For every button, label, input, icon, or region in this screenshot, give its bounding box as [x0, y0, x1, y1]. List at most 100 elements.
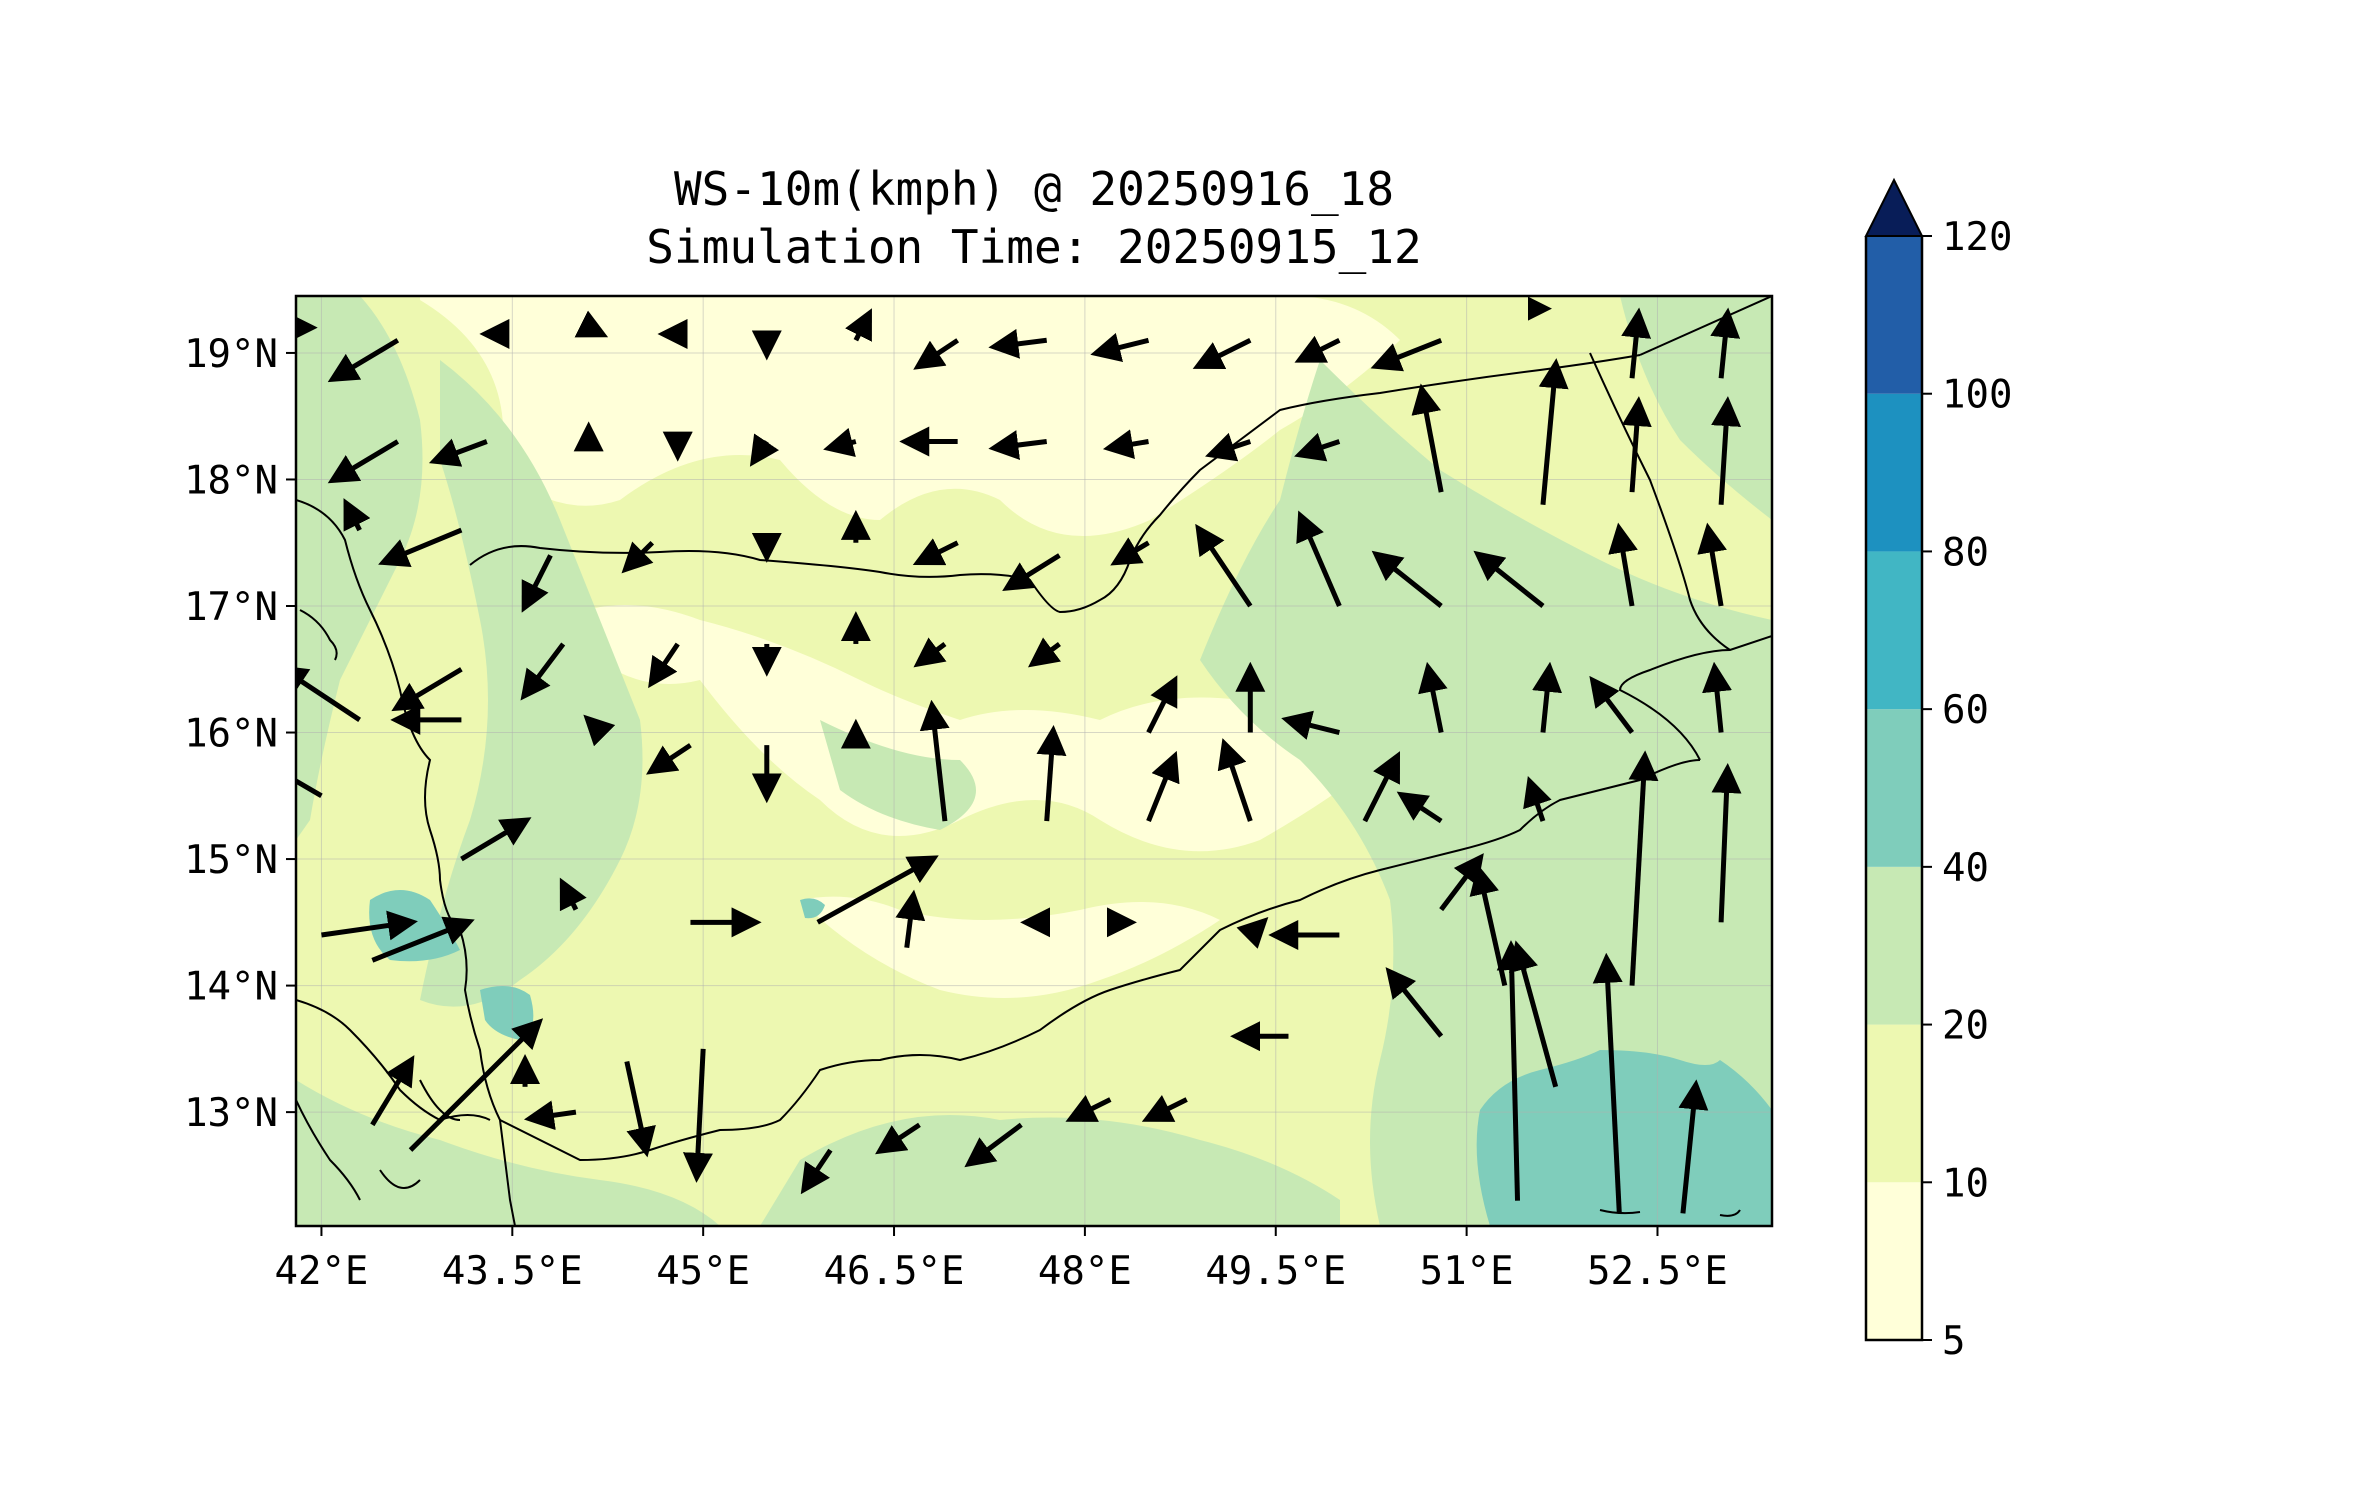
wind-arrow: [428, 438, 488, 467]
wind-arrow: [1678, 1079, 1709, 1214]
wind-arrow: [520, 642, 566, 701]
wind-arrow: [327, 439, 400, 484]
wind-arrow: [391, 667, 463, 712]
wind-arrow: [1217, 738, 1253, 822]
wind-arrow: [648, 642, 680, 689]
colorbar-segment: [1866, 709, 1922, 867]
wind-arrow: [1496, 940, 1527, 1201]
wind-arrow: [1195, 523, 1253, 608]
colorbar-frame: [1864, 236, 1924, 1342]
coastline-oman: [1618, 635, 1772, 761]
wind-arrow: [1192, 338, 1252, 370]
colorbar-tick-label: 20: [1942, 1004, 1989, 1049]
wind-arrow: [1523, 776, 1552, 822]
field-region-20-40: [296, 296, 423, 840]
coastline-gulf-of-aden: [499, 759, 1701, 1162]
wind-arrow: [1509, 940, 1559, 1088]
wind-arrow: [1711, 396, 1742, 505]
colorbar-segment: [1866, 393, 1922, 552]
wind-arrow: [919, 699, 950, 822]
wind-arrow: [1371, 550, 1443, 608]
wind-arrow: [621, 540, 655, 574]
wind-arrow: [1621, 396, 1652, 493]
wind-arrow: [1090, 332, 1150, 363]
wind-arrow: [875, 1122, 921, 1155]
wind-arrow: [408, 1018, 544, 1152]
x-tick-label: 52.5°E: [1587, 1249, 1728, 1294]
wind-arrow: [1532, 661, 1563, 733]
wind-arrow: [1697, 522, 1727, 607]
field-region-5-10: [420, 296, 1400, 536]
wind-arrow: [1002, 553, 1061, 591]
wind-arrow: [816, 855, 939, 925]
y-tick-label: 18°N: [184, 458, 278, 503]
colorbar-extend-arrow: [1864, 177, 1924, 237]
wind-arrow: [1146, 675, 1178, 734]
coastline-red-sea: [296, 499, 516, 1226]
wind-arrow: [296, 665, 362, 722]
colorbar-segment: [1866, 1182, 1922, 1340]
wind-arrow: [1281, 710, 1340, 740]
colorbar-tick-label: 80: [1942, 530, 1989, 575]
x-tick-label: 45°E: [656, 1249, 750, 1294]
wind-arrow: [1205, 432, 1252, 462]
map-subtitle: Simulation Time: 20250915_12: [646, 220, 1422, 274]
wind-arrow: [1702, 661, 1732, 733]
x-axis-ticks: 42°E 43.5°E 45°E 46.5°E 48°E 49.5°E 51°E 52.5°E: [274, 1226, 1728, 1294]
field-region-40-60: [800, 898, 825, 919]
wind-arrow: [574, 310, 609, 338]
x-tick-label: 43.5°E: [442, 1249, 583, 1294]
wind-arrow: [1294, 335, 1341, 363]
x-tick-label: 49.5°E: [1205, 1249, 1346, 1294]
wind-arrow: [1589, 675, 1635, 735]
wind-arrow: [1710, 307, 1741, 379]
wind-arrow: [682, 1048, 713, 1183]
wind-arrow: [1141, 1095, 1188, 1122]
wind-arrow: [460, 817, 532, 862]
border-yemen-oman: [1589, 352, 1731, 651]
wind-arrow: [1473, 550, 1545, 608]
x-tick-label: 48°E: [1038, 1249, 1132, 1294]
wind-arrow: [800, 1148, 833, 1195]
y-tick-label: 16°N: [184, 712, 278, 757]
wind-arrow: [988, 430, 1048, 460]
colorbar-tick-label: 10: [1942, 1161, 1989, 1206]
wind-arrow: [343, 498, 371, 532]
wind-arrow: [1110, 537, 1150, 566]
wind-arrow: [1608, 522, 1638, 607]
wind-arrow: [321, 910, 418, 941]
x-tick-label: 42°E: [274, 1249, 368, 1294]
wind-arrow: [583, 714, 616, 747]
x-tick-label: 46.5°E: [824, 1249, 965, 1294]
wind-arrow: [327, 338, 400, 383]
map-title: WS-10m(kmph) @ 20250916_18: [673, 162, 1395, 216]
wind-arrow: [988, 328, 1048, 359]
wind-arrow: [895, 889, 926, 948]
wind-arrow: [1236, 917, 1269, 949]
wind-arrow: [1621, 307, 1652, 379]
wind-arrow: [1396, 791, 1443, 824]
wind-arrow: [1538, 358, 1569, 506]
coastline-africa: [296, 999, 491, 1122]
colorbar-tick-label: 60: [1942, 688, 1989, 733]
border-saudi-yemen: [469, 354, 1641, 614]
y-tick-label: 19°N: [184, 332, 278, 377]
colorbar-segment: [1866, 236, 1922, 394]
wind-arrow: [1411, 383, 1444, 493]
coastlines-borders: [296, 296, 1772, 1226]
colorbar-tick-label: 120: [1942, 215, 2012, 260]
wind-arrow: [370, 1055, 415, 1127]
coastline-farasan: [299, 609, 338, 661]
colorbar-tick-label: 40: [1942, 846, 1989, 891]
wind-arrow: [1362, 751, 1401, 823]
wind-arrow: [523, 1100, 577, 1131]
wind-arrow: [296, 778, 323, 798]
wind-arrow: [845, 308, 872, 342]
wind-arrow: [912, 538, 959, 566]
wind-arrow: [913, 637, 947, 668]
map-frame: [294, 294, 1774, 1228]
wind-arrow: [1385, 967, 1444, 1038]
wind-arrow: [1370, 337, 1443, 372]
wind-arrow: [964, 1122, 1023, 1168]
